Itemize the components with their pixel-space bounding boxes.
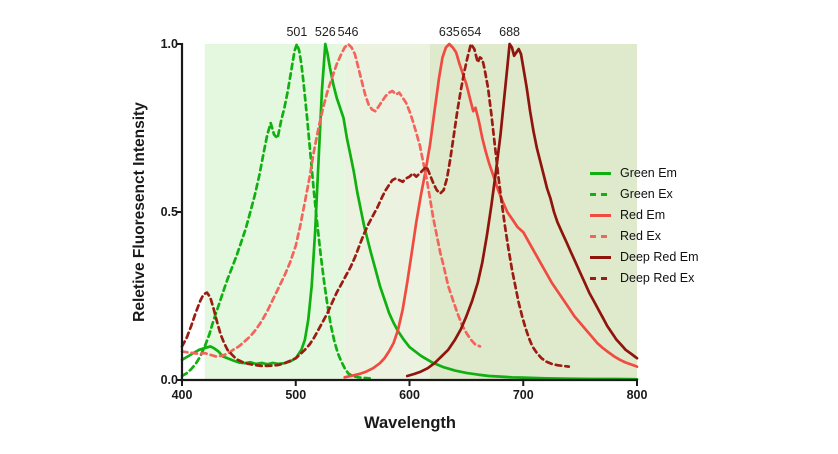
legend-item: Red Ex [590, 226, 699, 247]
legend-label: Green Ex [620, 187, 673, 201]
peak-annotation: 501 [286, 25, 308, 39]
y-axis-title: Reletive Fluoresenct Intensity [131, 102, 148, 322]
legend-label: Deep Red Em [620, 250, 699, 264]
legend: Green Em Green Ex Red Em Red Ex Deep Red… [590, 163, 699, 289]
legend-item: Red Em [590, 205, 699, 226]
background-band [204, 44, 345, 380]
legend-item: Deep Red Ex [590, 268, 699, 289]
legend-line-swatch [590, 172, 611, 175]
legend-label: Red Ex [620, 229, 661, 243]
legend-line-swatch [590, 235, 611, 238]
legend-line-swatch [590, 193, 611, 196]
x-tick-label: 700 [512, 388, 534, 402]
series-deep-red-em [405, 42, 639, 378]
legend-line-swatch [590, 277, 611, 280]
peak-annotation: 654 [460, 25, 482, 39]
legend-item: Green Ex [590, 184, 699, 205]
x-tick-label: 500 [285, 388, 307, 402]
series-deep-red-ex [180, 42, 571, 368]
peak-annotation: 526 [314, 25, 336, 39]
series-red-em [343, 42, 639, 379]
legend-item: Deep Red Em [590, 247, 699, 268]
x-tick-label: 600 [399, 388, 420, 402]
x-axis-title: Wavelength [364, 414, 456, 432]
x-tick-label: 800 [626, 388, 648, 402]
legend-line-swatch [590, 214, 611, 217]
y-tick-label: 1.0 [160, 37, 178, 51]
x-tick-label: 400 [171, 388, 193, 402]
peak-annotation: 635 [438, 25, 460, 39]
background-band [344, 44, 430, 380]
series-green-ex [180, 42, 372, 380]
legend-label: Deep Red Ex [620, 271, 695, 285]
legend-line-swatch [590, 256, 611, 259]
legend-item: Green Em [590, 163, 699, 184]
legend-label: Red Em [620, 208, 666, 222]
y-tick-label: 0.0 [160, 373, 178, 387]
peak-annotation: 688 [499, 25, 521, 39]
peak-annotation: 546 [337, 25, 359, 39]
series-red-ex [180, 42, 482, 358]
legend-label: Green Em [620, 166, 677, 180]
y-tick-label: 0.5 [160, 205, 178, 219]
